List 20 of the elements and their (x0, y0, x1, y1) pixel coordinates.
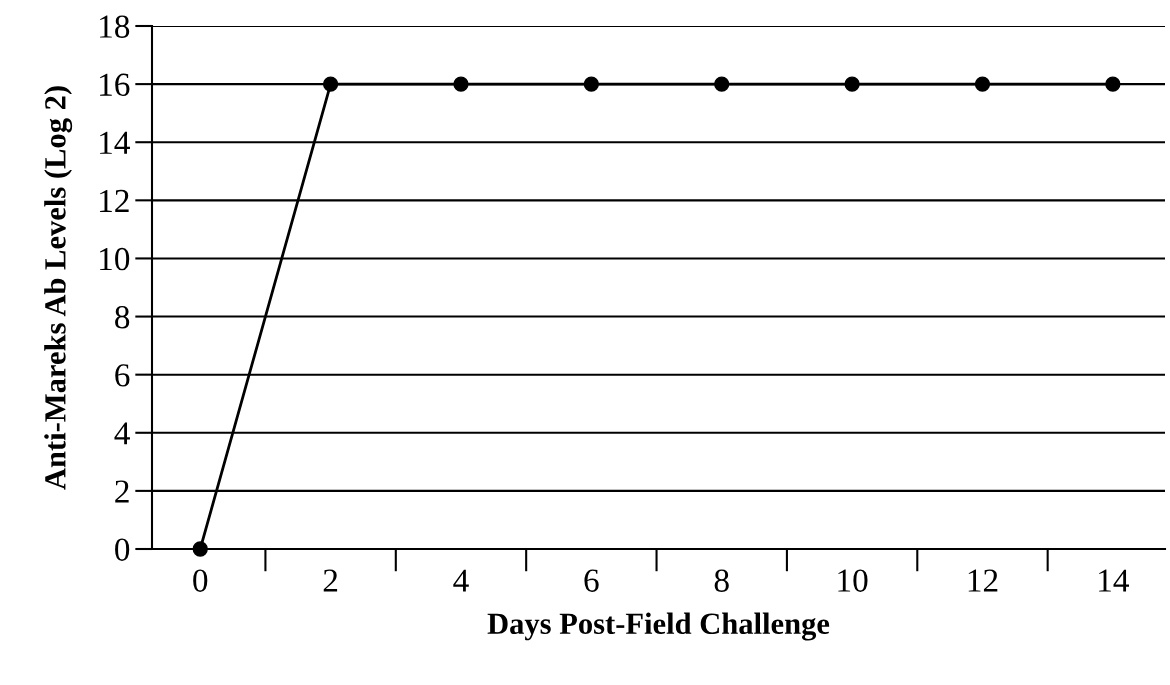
y-tick-label: 2 (115, 480, 129, 503)
x-tick-label: 0 (193, 569, 208, 592)
x-tick-label: 10 (838, 569, 868, 592)
y-tick-label: 12 (100, 189, 129, 212)
y-tick-label: 6 (115, 364, 130, 387)
x-axis-title: Days Post-Field Challenge (487, 612, 830, 641)
x-tick-label: 14 (1099, 569, 1129, 592)
y-tick-label: 10 (100, 247, 130, 271)
y-tick-label: 16 (100, 73, 130, 96)
y-axis-title: Anti-Mareks Ab Levels (Log 2) (44, 86, 73, 490)
x-tick-label: 8 (714, 569, 729, 592)
x-tick-label: 12 (968, 569, 998, 592)
y-tick-label: 4 (114, 422, 130, 445)
x-tick-label: 4 (453, 569, 469, 592)
y-tick-label: 14 (100, 131, 130, 154)
y-tick-label: 0 (115, 538, 130, 561)
y-tick-label: 8 (115, 305, 130, 329)
x-tick-label: 6 (584, 569, 599, 592)
y-tick-label: 18 (100, 15, 130, 38)
x-tick-label: 2 (323, 569, 338, 592)
